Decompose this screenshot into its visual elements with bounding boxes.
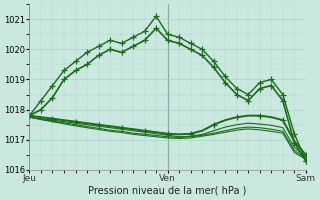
X-axis label: Pression niveau de la mer( hPa ): Pression niveau de la mer( hPa ) xyxy=(88,186,247,196)
